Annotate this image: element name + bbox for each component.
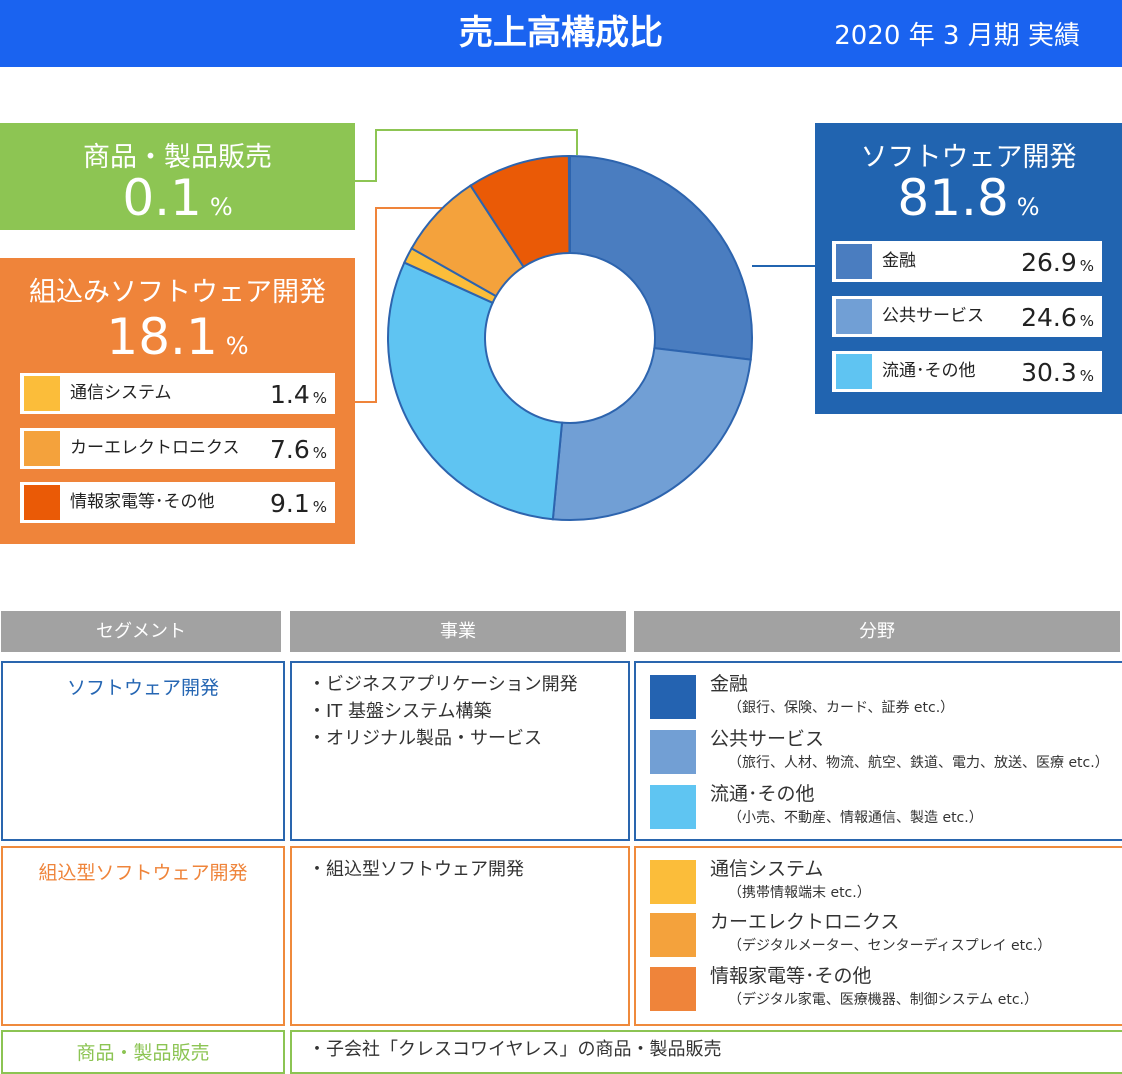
callout-goods-title: 商品・製品販売 [83, 142, 272, 173]
legend-label: 情報家電等･その他 [70, 492, 215, 512]
legend-label: 公共サービス [882, 306, 984, 326]
legend-swatch-appliance [24, 485, 60, 520]
callout-software-title: ソフトウェア開発 [860, 142, 1077, 173]
legend-label: 金融 [882, 251, 916, 271]
legend-value: 30.3% [1021, 358, 1094, 387]
legend-row-appliance: 情報家電等･その他 9.1% [20, 482, 335, 523]
business-item: ・IT 基盤システム構築 [308, 701, 492, 722]
callout-embedded-pct-value: 18.1 [106, 308, 218, 366]
field-swatch [650, 913, 696, 957]
legend-swatch-retail [836, 354, 872, 389]
callout-software-pct-value: 81.8 [897, 169, 1009, 227]
business-item: ・子会社「クレスコワイヤレス」の商品・製品販売 [308, 1039, 722, 1060]
table-cell-field-embedded: 通信システム （携帯情報端末 etc.） カーエレクトロニクス （デジタルメータ… [634, 846, 1122, 1026]
table-cell-segment-goods: 商品・製品販売 [1, 1030, 285, 1074]
donut-slice [469, 154, 571, 269]
table-cell-business-goods: ・子会社「クレスコワイヤレス」の商品・製品販売 [290, 1030, 1122, 1074]
callout-embedded-pct-unit: % [225, 332, 249, 360]
field-swatch [650, 730, 696, 774]
field-name: 情報家電等･その他 [710, 965, 872, 987]
segment-label: ソフトウェア開発 [66, 677, 219, 699]
field-desc: （旅行、人材、物流、航空、鉄道、電力、放送、医療 etc.） [728, 755, 1109, 771]
legend-swatch-telecom [24, 376, 60, 411]
segment-label: 商品・製品販売 [76, 1042, 210, 1064]
field-name: カーエレクトロニクス [710, 911, 900, 933]
table-cell-business-embedded: ・組込型ソフトウェア開発 [290, 846, 630, 1026]
legend-row-public: 公共サービス 24.6% [832, 296, 1102, 337]
table-cell-business-software: ・ビジネスアプリケーション開発 ・IT 基盤システム構築 ・オリジナル製品・サー… [290, 661, 630, 841]
donut-chart [355, 129, 815, 521]
callout-software: ソフトウェア開発 81.8% 金融 26.9% 公共サービス 24.6% 流通･… [815, 123, 1122, 414]
field-swatch [650, 967, 696, 1011]
legend-swatch-car [24, 431, 60, 466]
table-header-field: 分野 [634, 611, 1120, 652]
legend-value: 7.6% [269, 435, 327, 464]
legend-label: 通信システム [70, 383, 172, 403]
table-cell-field-software: 金融 （銀行、保険、カード、証券 etc.） 公共サービス （旅行、人材、物流、… [634, 661, 1122, 841]
field-swatch [650, 860, 696, 904]
business-item: ・オリジナル製品・サービス [308, 728, 542, 749]
donut-slice [569, 154, 753, 361]
legend-row-car: カーエレクトロニクス 7.6% [20, 428, 335, 469]
callout-goods: 商品・製品販売 0.1% [0, 123, 355, 230]
field-desc: （デジタルメーター、センターディスプレイ etc.） [728, 938, 1052, 954]
callout-embedded: 組込みソフトウェア開発 18.1% 通信システム 1.4% カーエレクトロニクス… [0, 258, 355, 544]
legend-label: 流通･その他 [882, 361, 976, 381]
field-desc: （携帯情報端末 etc.） [728, 885, 871, 901]
callout-goods-pct-value: 0.1 [122, 169, 202, 227]
donut-slice [387, 261, 564, 521]
legend-row-retail: 流通･その他 30.3% [832, 351, 1102, 392]
field-desc: （銀行、保険、カード、証券 etc.） [728, 700, 955, 716]
callout-goods-pct-unit: % [209, 193, 233, 221]
header-bar [0, 0, 1122, 67]
field-desc: （デジタル家電、医療機器、制御システム etc.） [728, 992, 1038, 1008]
period-label: 2020 年 3 月期 実績 [834, 21, 1080, 51]
legend-row-finance: 金融 26.9% [832, 241, 1102, 282]
legend-value: 24.6% [1021, 303, 1094, 332]
legend-value: 9.1% [269, 489, 327, 518]
legend-label: カーエレクトロニクス [70, 438, 240, 458]
field-name: 金融 [710, 673, 749, 695]
field-desc: （小売、不動産、情報通信、製造 etc.） [728, 810, 983, 826]
business-list: ・組込型ソフトウェア開発 [308, 856, 524, 883]
callout-embedded-title: 組込みソフトウェア開発 [29, 277, 326, 308]
segment-label: 組込型ソフトウェア開発 [38, 862, 248, 884]
callout-goods-pct: 0.1% [0, 169, 355, 227]
leader-line-embedded [355, 207, 458, 403]
legend-swatch-public [836, 299, 872, 334]
legend-value: 1.4% [269, 380, 327, 409]
legend-row-telecom: 通信システム 1.4% [20, 373, 335, 414]
business-item: ・組込型ソフトウェア開発 [308, 859, 524, 880]
callout-software-pct: 81.8% [815, 169, 1122, 227]
field-name: 流通･その他 [710, 783, 815, 805]
field-name: 通信システム [710, 858, 824, 880]
page-title: 売上高構成比 [459, 13, 663, 53]
table-header-segment: セグメント [1, 611, 281, 652]
legend-value: 26.9% [1021, 248, 1094, 277]
business-item: ・ビジネスアプリケーション開発 [308, 674, 578, 695]
field-name: 公共サービス [710, 728, 825, 750]
field-swatch [650, 785, 696, 829]
business-list: ・ビジネスアプリケーション開発 ・IT 基盤システム構築 ・オリジナル製品・サー… [308, 671, 578, 752]
table-cell-segment-software: ソフトウェア開発 [1, 661, 285, 841]
donut-slice [551, 347, 752, 521]
callout-software-pct-unit: % [1016, 193, 1040, 221]
field-swatch [650, 675, 696, 719]
callout-embedded-pct: 18.1% [0, 308, 355, 366]
table-cell-segment-embedded: 組込型ソフトウェア開発 [1, 846, 285, 1026]
table-header-business: 事業 [290, 611, 626, 652]
legend-swatch-finance [836, 244, 872, 279]
business-list: ・子会社「クレスコワイヤレス」の商品・製品販売 [308, 1036, 721, 1063]
leader-line-goods [355, 129, 578, 182]
